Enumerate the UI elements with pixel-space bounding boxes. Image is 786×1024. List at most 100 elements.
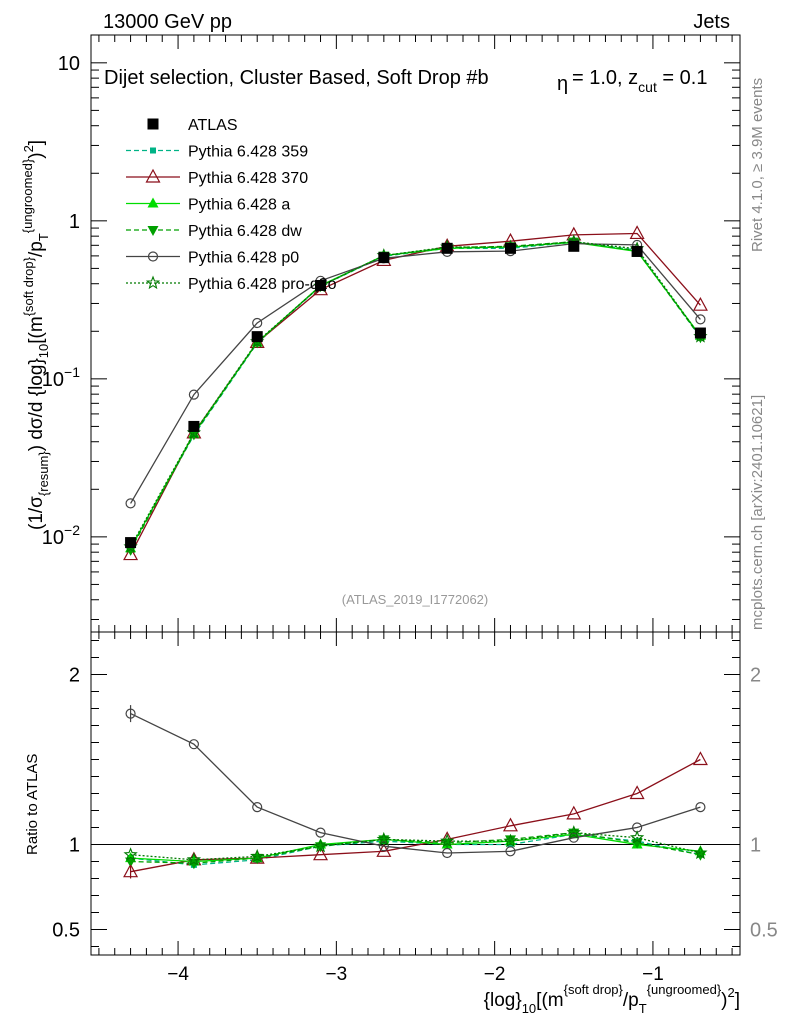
ratio-point-pq2o bbox=[376, 831, 391, 846]
point-p370 bbox=[123, 546, 139, 561]
ratio-point-p370 bbox=[629, 785, 645, 800]
legend-label: Pythia 6.428 370 bbox=[188, 170, 308, 187]
legend-marker bbox=[145, 168, 161, 183]
y-axis-title-main: (1/σ{resum}) dσ/d {log}10[(m{soft drop}/… bbox=[20, 140, 51, 530]
point-p370 bbox=[629, 225, 645, 240]
x-tick-label: −4 bbox=[167, 964, 189, 985]
main-panel: 10−2 10−1 1 10 bbox=[42, 35, 740, 632]
ratio-point-p370 bbox=[566, 805, 582, 820]
ratio-point-pq2o bbox=[503, 833, 518, 848]
legend-label: ATLAS bbox=[188, 117, 238, 134]
ratio-frame bbox=[90, 631, 741, 956]
atlas-data-point bbox=[251, 331, 263, 343]
atlas-data-point bbox=[441, 242, 453, 254]
x-axis-title: {log}10[(m{soft drop}/pT{ungroomed})2] bbox=[484, 982, 740, 1016]
ratio-y-tick-label-right: 1 bbox=[750, 835, 761, 857]
x-tick-label: −3 bbox=[326, 964, 348, 985]
ratio-line-pq2o bbox=[130, 831, 701, 861]
ratio-point-p370 bbox=[502, 817, 518, 832]
legend-marker bbox=[147, 226, 159, 236]
rivet-label: Rivet 4.1.0, ≥ 3.9M events bbox=[749, 78, 766, 252]
y-tick-label: 1 bbox=[69, 211, 80, 233]
legend-marker bbox=[147, 118, 159, 130]
ratio-y-tick-label-right: 2 bbox=[750, 665, 761, 687]
ratio-y-tick-label-right: 0.5 bbox=[750, 920, 778, 942]
legend-marker bbox=[150, 147, 156, 154]
ratio-point-pq2o bbox=[313, 838, 328, 853]
atlas-data-point bbox=[188, 420, 200, 432]
ratio-point-pq2o bbox=[186, 852, 202, 866]
point-pp0 bbox=[188, 389, 199, 400]
ratio-point-pq2o bbox=[440, 833, 455, 848]
atlas-data-point bbox=[315, 279, 327, 291]
ratio-line-pp0 bbox=[130, 713, 701, 854]
legend-entry-p359: Pythia 6.428 359 bbox=[126, 144, 308, 161]
legend-entry-p370: Pythia 6.428 370 bbox=[126, 168, 308, 187]
ratio-point-pp0 bbox=[505, 846, 516, 857]
y-tick-label: 10−1 bbox=[42, 364, 80, 391]
legend-label: Pythia 6.428 a bbox=[188, 197, 290, 214]
legend: ATLAS Pythia 6.428 359 Pythia 6.428 370 Pyt… bbox=[126, 117, 337, 293]
legend-entry-pp0: Pythia 6.428 p0 bbox=[126, 250, 299, 267]
ratio-point-pq2o bbox=[566, 825, 581, 839]
legend-label: Pythia 6.428 pro-q2o bbox=[188, 276, 337, 293]
ratio-point-pdw bbox=[504, 835, 516, 846]
ratio-point-pp0 bbox=[695, 801, 706, 813]
atlas-data-point bbox=[378, 252, 390, 264]
legend-label: Pythia 6.428 p0 bbox=[188, 250, 299, 267]
atlas-data-point bbox=[504, 242, 516, 254]
title-params: = 1.0, zcut = 0.1 bbox=[572, 67, 707, 95]
ratio-point-p370 bbox=[313, 846, 329, 861]
ratio-point-pq2o bbox=[123, 847, 138, 861]
ratio-panel: −4 −3 −2 −1 0.5 0.5 1 1 2 2 bbox=[52, 632, 778, 985]
x-tick-label: −1 bbox=[642, 964, 664, 985]
point-pp0 bbox=[695, 314, 706, 325]
legend-entry-pa: Pythia 6.428 a bbox=[126, 197, 290, 214]
atlas-data-point bbox=[568, 240, 580, 252]
analysis-watermark: (ATLAS_2019_I1772062) bbox=[342, 592, 488, 607]
legend-marker bbox=[145, 275, 161, 290]
ratio-point-p370 bbox=[692, 751, 708, 766]
title-beta: η bbox=[557, 73, 568, 95]
ratio-point-p370 bbox=[376, 843, 392, 857]
legend-entry-pq2o: Pythia 6.428 pro-q2o bbox=[126, 275, 337, 293]
ratio-point-pp0 bbox=[442, 847, 453, 859]
series-line-pdw bbox=[130, 241, 701, 551]
ratio-point-pq2o bbox=[693, 845, 708, 860]
ratio-point-pq2o bbox=[250, 848, 265, 863]
legend-entry-pdw: Pythia 6.428 dw bbox=[126, 223, 302, 240]
ratio-point-pq2o bbox=[629, 830, 645, 844]
atlas-data-point bbox=[631, 245, 643, 257]
ratio-point-pdw bbox=[125, 857, 137, 868]
plot-title: Dijet selection, Cluster Based, Soft Dro… bbox=[104, 67, 707, 95]
ratio-y-tick-label: 0.5 bbox=[52, 920, 80, 942]
ratio-point-pp0 bbox=[252, 801, 263, 813]
point-p370 bbox=[692, 296, 708, 311]
legend-marker bbox=[147, 251, 159, 262]
legend-label: Pythia 6.428 dw bbox=[188, 223, 302, 240]
ratio-point-pp0 bbox=[315, 827, 326, 838]
header-right: Jets bbox=[693, 11, 730, 33]
x-tick-label: −2 bbox=[484, 964, 506, 985]
legend-label: Pythia 6.428 359 bbox=[188, 144, 308, 161]
y-axis-title-ratio: Ratio to ATLAS bbox=[24, 754, 41, 855]
series-line-pq2o bbox=[130, 241, 701, 548]
legend-marker bbox=[147, 197, 159, 208]
ratio-y-tick-label: 2 bbox=[69, 665, 80, 687]
ratio-y-tick-label: 1 bbox=[69, 835, 80, 857]
ratio-line-pa bbox=[130, 833, 701, 863]
ratio-point-pp0 bbox=[188, 739, 199, 750]
atlas-data-point bbox=[694, 327, 706, 339]
y-tick-label: 10 bbox=[58, 53, 80, 75]
header-left: 13000 GeV pp bbox=[103, 11, 232, 33]
legend-entry-atlas: ATLAS bbox=[147, 117, 238, 134]
mcplots-label: mcplots.cern.ch [arXiv:2401.10621] bbox=[749, 395, 766, 630]
point-pp0 bbox=[252, 317, 263, 329]
atlas-data-point bbox=[125, 537, 137, 549]
y-tick-label: 10−2 bbox=[42, 522, 80, 549]
series-line-pp0 bbox=[130, 242, 701, 504]
ratio-line-p370 bbox=[130, 758, 701, 873]
title-main: Dijet selection, Cluster Based, Soft Dro… bbox=[104, 67, 489, 89]
point-pp0 bbox=[125, 498, 136, 509]
